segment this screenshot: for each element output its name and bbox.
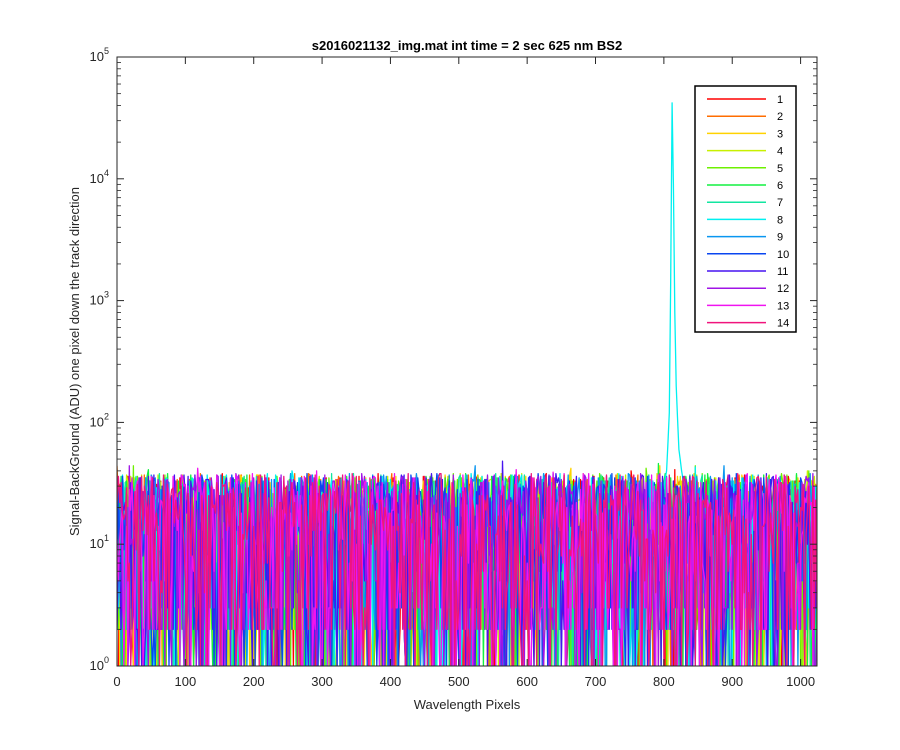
y-tick-label: 104 — [90, 168, 109, 186]
legend-label-8: 8 — [777, 214, 783, 226]
legend-label-11: 11 — [777, 266, 788, 278]
legend-label-1: 1 — [777, 94, 783, 106]
x-tick-label: 1000 — [786, 674, 815, 689]
legend-label-4: 4 — [777, 146, 783, 158]
legend-label-2: 2 — [777, 111, 783, 123]
chart-title: s2016021132_img.mat int time = 2 sec 625… — [312, 38, 622, 53]
x-tick-label: 200 — [243, 674, 265, 689]
y-tick-label: 101 — [90, 533, 109, 551]
axes-box — [116, 56, 818, 667]
x-tick-label: 300 — [311, 674, 333, 689]
legend-label-3: 3 — [777, 128, 783, 140]
x-tick-label: 700 — [585, 674, 607, 689]
y-tick-label: 105 — [90, 46, 109, 64]
legend-box — [694, 85, 797, 333]
series-line-14 — [117, 472, 817, 666]
x-tick-label: 0 — [113, 674, 120, 689]
x-tick-label: 800 — [653, 674, 675, 689]
legend-label-6: 6 — [777, 180, 783, 192]
x-tick-label: 500 — [448, 674, 470, 689]
x-tick-label: 100 — [175, 674, 197, 689]
legend-label-14: 14 — [777, 318, 789, 330]
y-tick-label: 100 — [90, 655, 109, 673]
axes: 0 100 200 300 400 500 600 700 800 900 100010010110… — [90, 46, 818, 689]
x-tick-label: 400 — [380, 674, 402, 689]
y-tick-label: 103 — [90, 290, 109, 308]
legend-label-9: 9 — [777, 232, 783, 244]
x-tick-label: 900 — [721, 674, 743, 689]
legend-label-13: 13 — [777, 300, 789, 312]
legend-label-7: 7 — [777, 197, 783, 209]
legend-label-5: 5 — [777, 163, 783, 175]
x-tick-label: 600 — [516, 674, 538, 689]
y-tick-label: 102 — [90, 411, 109, 429]
x-axis-label: Wavelength Pixels — [414, 697, 521, 712]
legend-label-10: 10 — [777, 249, 789, 261]
series-line-13 — [117, 467, 817, 666]
y-axis-label: Signal-BackGround (ADU) one pixel down t… — [67, 187, 82, 536]
legend-label-12: 12 — [777, 283, 789, 295]
